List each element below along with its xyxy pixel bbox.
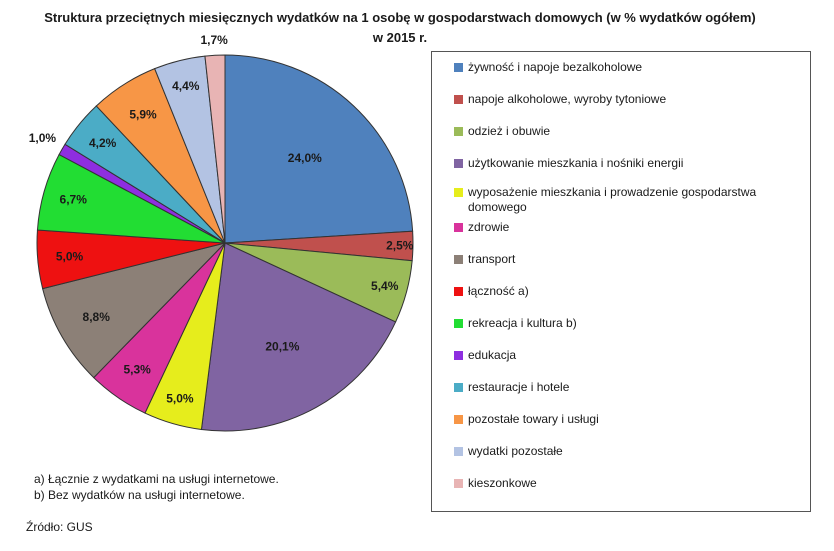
- legend-swatch: [454, 188, 463, 197]
- pie-slice: [42, 242, 227, 379]
- legend: a) Łącznie z wydatkami na usługi interne…: [34, 51, 811, 512]
- legend-item: edukacja: [454, 348, 788, 363]
- legend-swatch: [454, 63, 463, 72]
- legend-label: żywność i napoje bezalkoholowe: [468, 60, 643, 74]
- data-label: 24,0%: [288, 151, 322, 165]
- legend-item: wyposażenie mieszkania i prowadzenie gos…: [454, 185, 788, 215]
- legend-swatch: [454, 223, 463, 232]
- legend-item: transport: [454, 252, 788, 267]
- legend-label: restauracje i hotele: [468, 380, 570, 394]
- legend-item: zdrowie: [454, 220, 788, 235]
- data-label: 2,5%: [386, 239, 414, 253]
- footnote-a: a) Łącznie z wydatkami na usługi interne…: [34, 472, 279, 486]
- data-label: 1,7%: [200, 33, 228, 47]
- legend-swatch: [454, 95, 463, 104]
- legend-item: łączność a): [454, 284, 788, 299]
- legend-label: napoje alkoholowe, wyroby tytoniowe: [468, 92, 667, 106]
- legend-item: pozostałe towary i usługi: [454, 412, 788, 427]
- pie-slice: [200, 242, 397, 432]
- legend-label: pozostałe towary i usługi: [468, 412, 599, 426]
- data-label: 20,1%: [265, 340, 299, 354]
- legend-swatch: [454, 415, 463, 424]
- legend-label: transport: [468, 252, 516, 266]
- legend-label: zdrowie: [468, 220, 510, 234]
- legend-item: rekreacja i kultura b): [454, 316, 788, 331]
- data-label: 5,0%: [56, 250, 84, 264]
- legend-swatch: [454, 319, 463, 328]
- legend-label: odzież i obuwie: [468, 124, 551, 138]
- legend-label: kieszonkowe: [468, 476, 537, 490]
- legend-swatch: [454, 383, 463, 392]
- legend-item: restauracje i hotele: [454, 380, 788, 395]
- pie-slice: [224, 54, 414, 244]
- data-label: 1,0%: [29, 131, 57, 145]
- legend-item: kieszonkowe: [454, 476, 788, 491]
- data-label: 4,2%: [89, 136, 117, 150]
- chart-title: Struktura przeciętnych miesięcznych wyda…: [44, 10, 756, 45]
- legend-label: łączność a): [468, 284, 529, 298]
- data-label: 4,4%: [172, 79, 200, 93]
- data-label: 5,3%: [123, 363, 151, 377]
- legend-label: rekreacja i kultura b): [468, 316, 577, 330]
- footnote-b: b) Bez wydatków na usługi internetowe.: [34, 488, 245, 502]
- source-note: Źródło: GUS: [26, 520, 93, 534]
- legend-swatch: [454, 287, 463, 296]
- legend-item: użytkowanie mieszkania i nośniki energii: [454, 156, 788, 171]
- legend-swatch: [454, 447, 463, 456]
- legend-swatch: [454, 127, 463, 136]
- data-label: 5,9%: [129, 108, 157, 122]
- legend-item: żywność i napoje bezalkoholowe: [454, 60, 788, 75]
- data-label: 6,7%: [60, 192, 88, 206]
- data-label: 5,4%: [371, 279, 399, 293]
- legend-label: wydatki pozostałe: [468, 444, 563, 458]
- legend-label: edukacja: [468, 348, 517, 362]
- legend-item: odzież i obuwie: [454, 124, 788, 139]
- data-label: 5,0%: [166, 391, 194, 405]
- legend-item: wydatki pozostałe: [454, 444, 788, 459]
- legend-label: wyposażenie mieszkania i prowadzenie gos…: [468, 185, 757, 214]
- pie-slice: [204, 54, 226, 244]
- legend-label: użytkowanie mieszkania i nośniki energii: [468, 156, 684, 170]
- legend-swatch: [454, 159, 463, 168]
- legend-swatch: [454, 255, 463, 264]
- legend-swatch: [454, 479, 463, 488]
- legend-swatch: [454, 351, 463, 360]
- legend-item: napoje alkoholowe, wyroby tytoniowe: [454, 92, 788, 107]
- data-label: 8,8%: [83, 310, 111, 324]
